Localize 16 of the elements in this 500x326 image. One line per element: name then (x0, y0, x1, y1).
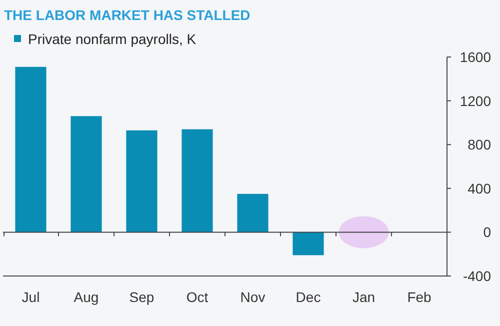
x-tick-label: Feb (407, 289, 432, 305)
x-tick-label: Dec (296, 289, 321, 305)
x-tick-label: Jan (352, 289, 376, 305)
legend-label: Private nonfarm payrolls, K (28, 31, 197, 47)
y-tick-label: 1600 (460, 49, 492, 65)
y-tick-label: 800 (468, 136, 492, 153)
y-tick-label: 1200 (460, 92, 492, 109)
y-tick-label: -400 (462, 268, 492, 284)
chart-title: THE LABOR MARKET HAS STALLED (4, 7, 250, 23)
x-tick-label: Nov (240, 289, 266, 305)
x-tick-label: Aug (74, 289, 99, 305)
x-tick-label: Sep (129, 289, 154, 305)
y-tick-label: 400 (468, 180, 492, 196)
x-tick-label: Oct (186, 289, 208, 305)
x-tick-label: Jul (22, 289, 40, 305)
y-tick-label: 0 (483, 224, 492, 240)
